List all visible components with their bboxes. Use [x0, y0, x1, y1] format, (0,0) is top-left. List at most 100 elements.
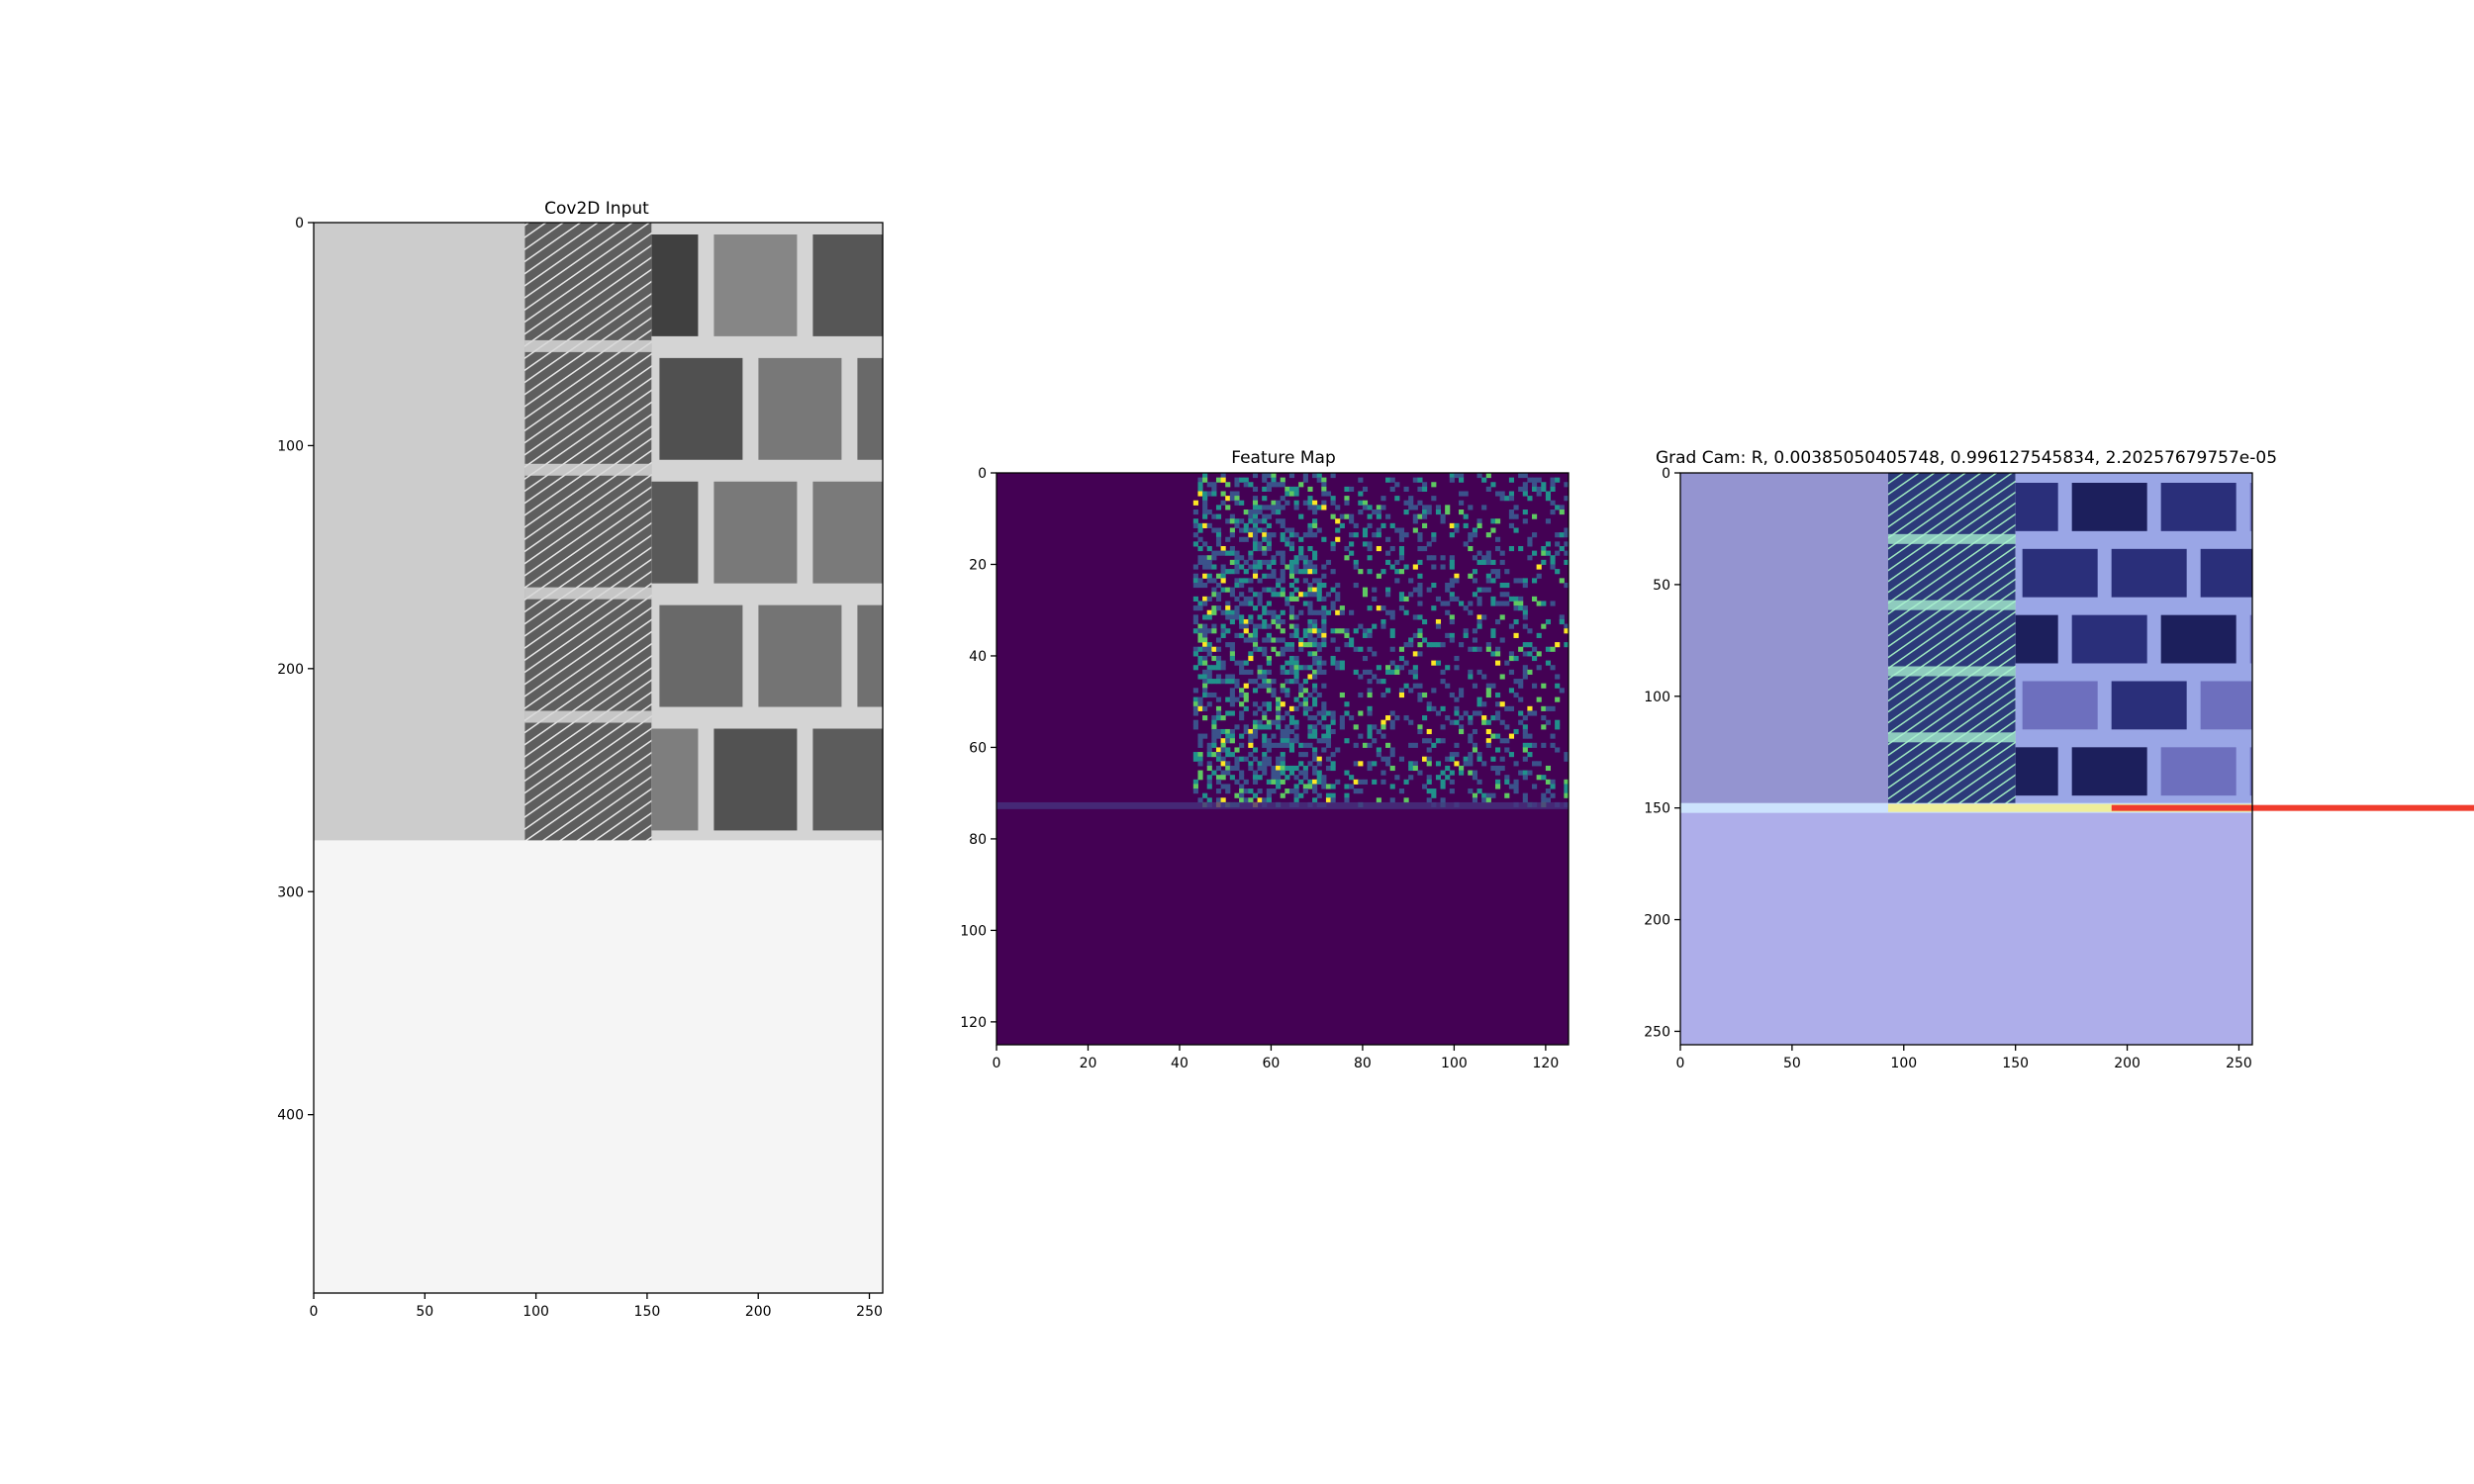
cell: [1472, 742, 1478, 748]
cell: [1288, 669, 1295, 675]
cell: [1435, 738, 1442, 744]
axes-frame: [313, 222, 884, 1294]
cell: [1422, 482, 1428, 488]
cell: [1262, 756, 1268, 762]
cell: [1288, 679, 1295, 685]
cell: [1449, 477, 1455, 483]
cell: [1499, 592, 1505, 598]
cell: [1344, 770, 1350, 776]
cell: [1408, 669, 1414, 675]
cell: [1229, 513, 1235, 519]
cell: [1550, 559, 1556, 565]
cell: [1564, 752, 1570, 758]
cell: [1541, 775, 1547, 781]
cell: [1307, 665, 1313, 671]
cell: [1293, 491, 1299, 497]
cell: [1192, 779, 1198, 785]
cell: [1555, 550, 1561, 556]
cell: [1271, 473, 1277, 479]
x-tick-label: 0: [1676, 1056, 1685, 1071]
cell: [1266, 601, 1272, 606]
cell: [1463, 513, 1469, 519]
cell: [1527, 770, 1533, 776]
cell: [1266, 705, 1272, 711]
cell: [1440, 601, 1446, 606]
cell: [1362, 779, 1369, 785]
cell: [1380, 719, 1386, 725]
cell: [1504, 738, 1510, 744]
mortar-line-overlay: [1887, 666, 2016, 677]
cell: [1468, 601, 1474, 606]
cell: [1522, 665, 1528, 671]
cell: [1234, 482, 1240, 488]
cell: [1262, 559, 1268, 565]
cell: [1243, 522, 1249, 528]
cell: [1508, 545, 1515, 552]
cell: [1385, 592, 1391, 598]
cell: [1518, 683, 1524, 689]
cell: [1252, 522, 1259, 528]
cell: [1307, 486, 1313, 492]
cell: [1564, 550, 1570, 556]
cell: [1367, 742, 1373, 748]
cell: [1252, 573, 1259, 579]
cell: [1485, 573, 1491, 579]
cell: [1499, 738, 1505, 744]
cell: [1271, 646, 1277, 652]
cell: [1550, 742, 1556, 748]
cell: [1321, 623, 1327, 629]
cell: [1485, 559, 1491, 565]
cell: [1280, 728, 1285, 735]
cell: [1367, 688, 1373, 694]
cell: [1202, 679, 1208, 685]
y-tick-label: 200: [277, 662, 304, 678]
cell: [1440, 705, 1446, 711]
cell: [1330, 765, 1336, 772]
cell: [1234, 569, 1240, 575]
cell: [1495, 765, 1501, 772]
cell: [1353, 742, 1359, 748]
cell: [1312, 587, 1318, 593]
cell: [1522, 623, 1528, 629]
cell: [1335, 527, 1341, 533]
cell: [1476, 752, 1482, 758]
x-tick-label: 120: [1533, 1056, 1560, 1071]
cell: [1385, 609, 1391, 615]
cell: [1335, 592, 1341, 598]
cell: [1398, 688, 1405, 694]
cell: [1476, 779, 1482, 785]
cell: [1225, 696, 1231, 702]
cell: [1564, 756, 1570, 762]
cell: [1276, 784, 1282, 789]
cell: [1206, 779, 1212, 785]
cell: [1330, 601, 1336, 606]
cell: [1276, 775, 1282, 781]
x-tick-label: 50: [1783, 1056, 1801, 1071]
cell: [1398, 536, 1405, 542]
cell: [1239, 555, 1245, 561]
cell: [1202, 541, 1208, 547]
cell: [1358, 710, 1364, 716]
brick: [651, 234, 699, 336]
cell: [1280, 715, 1285, 721]
cell: [1229, 527, 1235, 533]
cell: [1211, 605, 1217, 611]
cell: [1422, 715, 1428, 721]
cell: [1285, 692, 1290, 698]
cell: [1202, 655, 1208, 662]
panel-title: Cov2D Input: [544, 199, 649, 219]
cell: [1197, 578, 1203, 584]
cell: [1362, 669, 1369, 675]
x-tick-label: 20: [1080, 1056, 1097, 1071]
cell: [1239, 527, 1245, 533]
cell: [1389, 669, 1395, 675]
cell: [1358, 491, 1364, 497]
cell: [1398, 555, 1405, 561]
cell: [1266, 719, 1272, 725]
cell: [1271, 679, 1277, 685]
cell: [1266, 747, 1272, 753]
cell: [1307, 715, 1313, 721]
cell: [1220, 784, 1226, 789]
cell: [1266, 797, 1272, 803]
